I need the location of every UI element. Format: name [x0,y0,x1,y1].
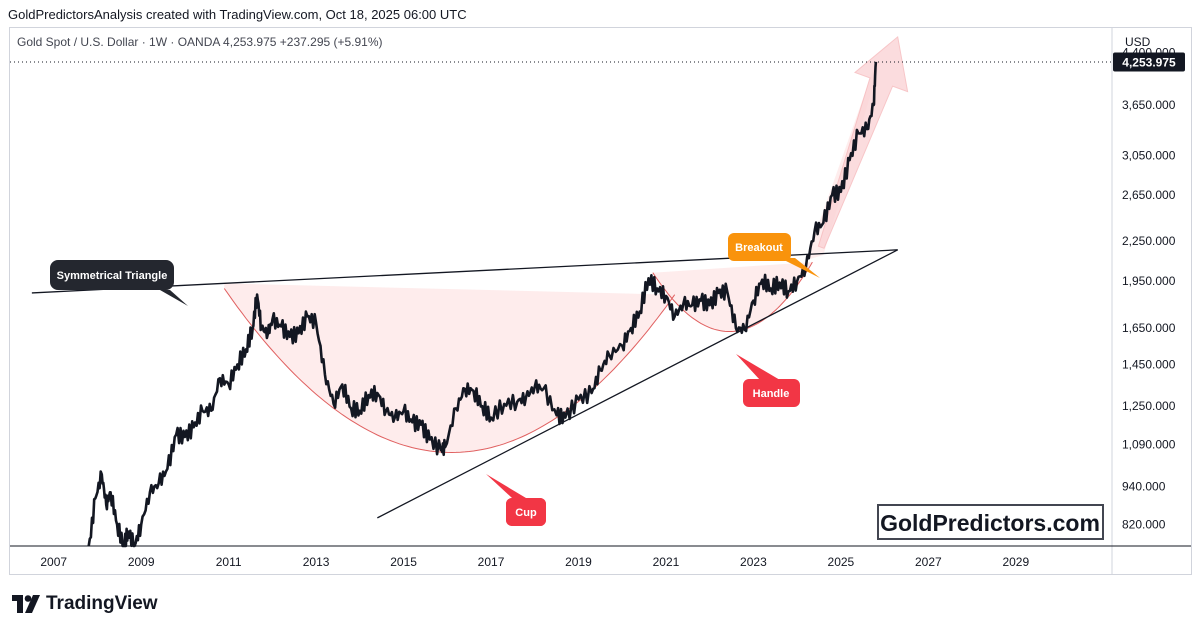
cup-callout[interactable]: Cup [486,474,546,526]
y-tick-label: 1,950.000 [1122,274,1176,288]
y-tick-label: 1,450.000 [1122,357,1176,371]
x-tick-label: 2013 [303,555,330,569]
last-price-tag: 4,253.975 [1113,52,1185,72]
breakout-callout[interactable]: Breakout [728,233,820,278]
triangle-lower-trendline[interactable] [377,249,899,519]
handle-callout[interactable]: Handle [736,354,800,407]
watermark-text: GoldPredictors.com [880,510,1100,536]
y-tick-label: 1,250.000 [1122,399,1176,413]
x-tick-label: 2027 [915,555,942,569]
chart-author-line: GoldPredictorsAnalysis created with Trad… [8,7,467,22]
tradingview-brand-text: TradingView [46,593,158,614]
symmetrical-triangle-callout[interactable]: Symmetrical Triangle [50,260,188,306]
x-tick-label: 2015 [390,555,417,569]
chart-frame [9,27,1192,575]
breakout-label: Breakout [735,242,783,254]
x-tick-label: 2029 [1002,555,1029,569]
y-tick-label: 3,050.000 [1122,148,1176,162]
x-tick-label: 2023 [740,555,767,569]
x-tick-label: 2025 [828,555,855,569]
tradingview-logo-icon [12,595,40,613]
cup-curve [223,288,676,454]
price-series-line[interactable] [87,61,878,548]
watermark-box: GoldPredictors.com [877,504,1104,540]
y-tick-label: 2,650.000 [1122,188,1176,202]
x-tick-label: 2019 [565,555,592,569]
y-tick-label: 2,250.000 [1122,234,1176,248]
x-tick-label: 2011 [216,555,242,569]
y-tick-label: 1,090.000 [1122,438,1176,452]
breakout-arrow [817,35,909,249]
last-price-value: 4,253.975 [1122,55,1176,69]
handle-label: Handle [753,388,790,400]
symmetrical-triangle-label: Symmetrical Triangle [57,270,168,282]
y-tick-label: 1,650.000 [1122,321,1176,335]
x-tick-label: 2007 [40,555,67,569]
currency-label: USD [1125,35,1151,49]
instrument-line: Gold Spot / U.S. Dollar · 1W · OANDA 4,2… [17,35,383,49]
y-tick-label: 820.000 [1122,518,1166,532]
cup-label: Cup [515,507,537,519]
x-tick-label: 2021 [653,555,680,569]
tradingview-logo[interactable]: TradingView [12,593,158,615]
y-tick-label: 3,650.000 [1122,98,1176,112]
x-tick-label: 2017 [478,555,505,569]
x-tick-label: 2009 [128,555,155,569]
y-tick-label: 940.000 [1122,479,1166,493]
